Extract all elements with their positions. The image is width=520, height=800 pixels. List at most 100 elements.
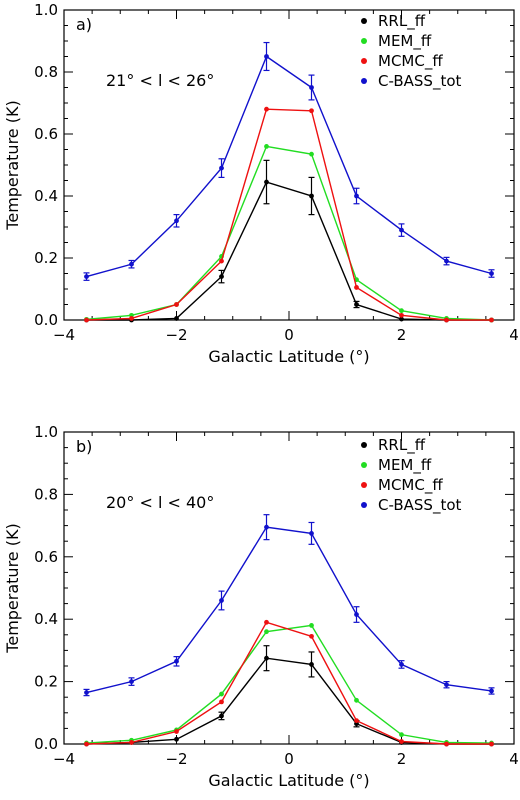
series-rrl-ff — [84, 645, 494, 747]
data-point — [264, 179, 269, 185]
data-point — [129, 740, 134, 745]
data-point — [174, 302, 179, 307]
chart-panel-b: −4 −2 0 2 4 0.0 0.2 0.4 0.6 0.8 1.0 Galactic Latitu… — [3, 423, 519, 790]
x-tick-label: −2 — [165, 750, 187, 768]
data-point — [309, 531, 314, 536]
data-point — [354, 697, 359, 703]
y-tick-label: 0.4 — [34, 187, 58, 205]
x-tick-label: 4 — [509, 326, 519, 344]
data-point — [489, 271, 494, 276]
y-tick-label: 0.2 — [34, 673, 58, 691]
data-point — [399, 316, 404, 322]
data-point — [264, 106, 269, 112]
x-tick-label: 4 — [509, 750, 519, 768]
data-point — [84, 274, 89, 279]
data-point — [309, 623, 314, 628]
data-point — [444, 258, 449, 264]
data-point — [219, 274, 224, 279]
y-tick-label: 0.0 — [34, 735, 58, 753]
y-tick-label: 0.6 — [34, 125, 58, 143]
data-point — [129, 261, 134, 267]
data-point — [264, 144, 269, 149]
y-tick-label: 0.4 — [34, 610, 58, 628]
data-point — [174, 218, 179, 224]
data-point — [489, 688, 494, 694]
plot-frame — [63, 431, 515, 745]
data-point — [444, 682, 449, 688]
data-point — [219, 598, 224, 603]
y-tick-label: 0.0 — [34, 311, 58, 329]
legend-marker — [361, 18, 367, 24]
y-tick-label: 0.8 — [34, 63, 58, 81]
y-tick-label: 0.2 — [34, 249, 58, 267]
series-c-bass-tot — [83, 514, 495, 697]
series-c-bass-tot — [83, 41, 495, 281]
data-point — [219, 713, 224, 719]
x-tick-label: 2 — [397, 750, 407, 768]
data-point — [264, 524, 269, 530]
data-point — [264, 629, 269, 635]
data-point — [354, 302, 359, 307]
legend-entry: RRL_ff — [378, 436, 426, 455]
data-point — [399, 227, 404, 233]
legend-entry: MEM_ff — [378, 32, 432, 51]
series-mem-ff — [84, 623, 494, 746]
legend-marker — [361, 482, 367, 488]
series-line — [86, 145, 492, 321]
data-point — [309, 662, 314, 667]
data-point — [219, 699, 224, 705]
series-line — [86, 621, 492, 745]
data-point — [354, 718, 359, 723]
data-point — [84, 690, 89, 695]
series-mcmc-ff — [84, 619, 494, 747]
legend-entry: MCMC_ff — [378, 476, 443, 495]
chart-panel-a: −4 −2 0 2 4 0.0 0.2 0.4 0.6 0.8 1.0 Galactic Latitu… — [3, 1, 519, 366]
data-point — [489, 741, 494, 747]
y-tick-label: 1.0 — [34, 423, 58, 441]
data-point — [174, 736, 179, 742]
series-line — [86, 624, 492, 744]
series-line — [86, 55, 492, 278]
series-line — [86, 108, 492, 321]
data-point — [174, 316, 179, 321]
data-point — [399, 308, 404, 314]
data-point — [129, 679, 134, 684]
data-point — [264, 54, 269, 59]
plot-frame — [63, 9, 515, 321]
y-tick-label: 0.8 — [34, 485, 58, 503]
data-point — [219, 165, 224, 171]
legend-entry: MEM_ff — [378, 456, 432, 475]
series-line — [86, 526, 492, 694]
data-point — [399, 732, 404, 738]
x-tick-label: −4 — [53, 750, 75, 768]
region-annotation: 21° < l < 26° — [106, 71, 214, 90]
series-mem-ff — [84, 144, 494, 323]
x-tick-label: 0 — [284, 750, 294, 768]
data-point — [174, 729, 179, 734]
legend-marker — [361, 58, 367, 64]
data-point — [309, 151, 314, 157]
legend-entry: C-BASS_tot — [378, 72, 462, 91]
region-annotation: 20° < l < 40° — [106, 493, 214, 512]
data-point — [84, 317, 89, 323]
series-line — [86, 657, 492, 745]
data-point — [399, 312, 404, 318]
data-point — [354, 193, 359, 199]
legend-marker — [361, 462, 367, 468]
data-point — [309, 633, 314, 639]
y-tick-label: 0.6 — [34, 548, 58, 566]
y-axis-label: Temperature (K) — [3, 523, 22, 653]
x-axis-label: Galactic Latitude (°) — [208, 771, 369, 790]
y-axis-label: Temperature (K) — [3, 100, 22, 230]
data-point — [309, 193, 314, 199]
x-tick-label: 0 — [284, 326, 294, 344]
data-point — [444, 317, 449, 323]
data-point — [489, 317, 494, 323]
series-line — [86, 181, 492, 321]
data-point — [444, 741, 449, 747]
legend-entry: RRL_ff — [378, 12, 426, 31]
data-point — [264, 655, 269, 661]
legend-marker — [361, 38, 367, 44]
